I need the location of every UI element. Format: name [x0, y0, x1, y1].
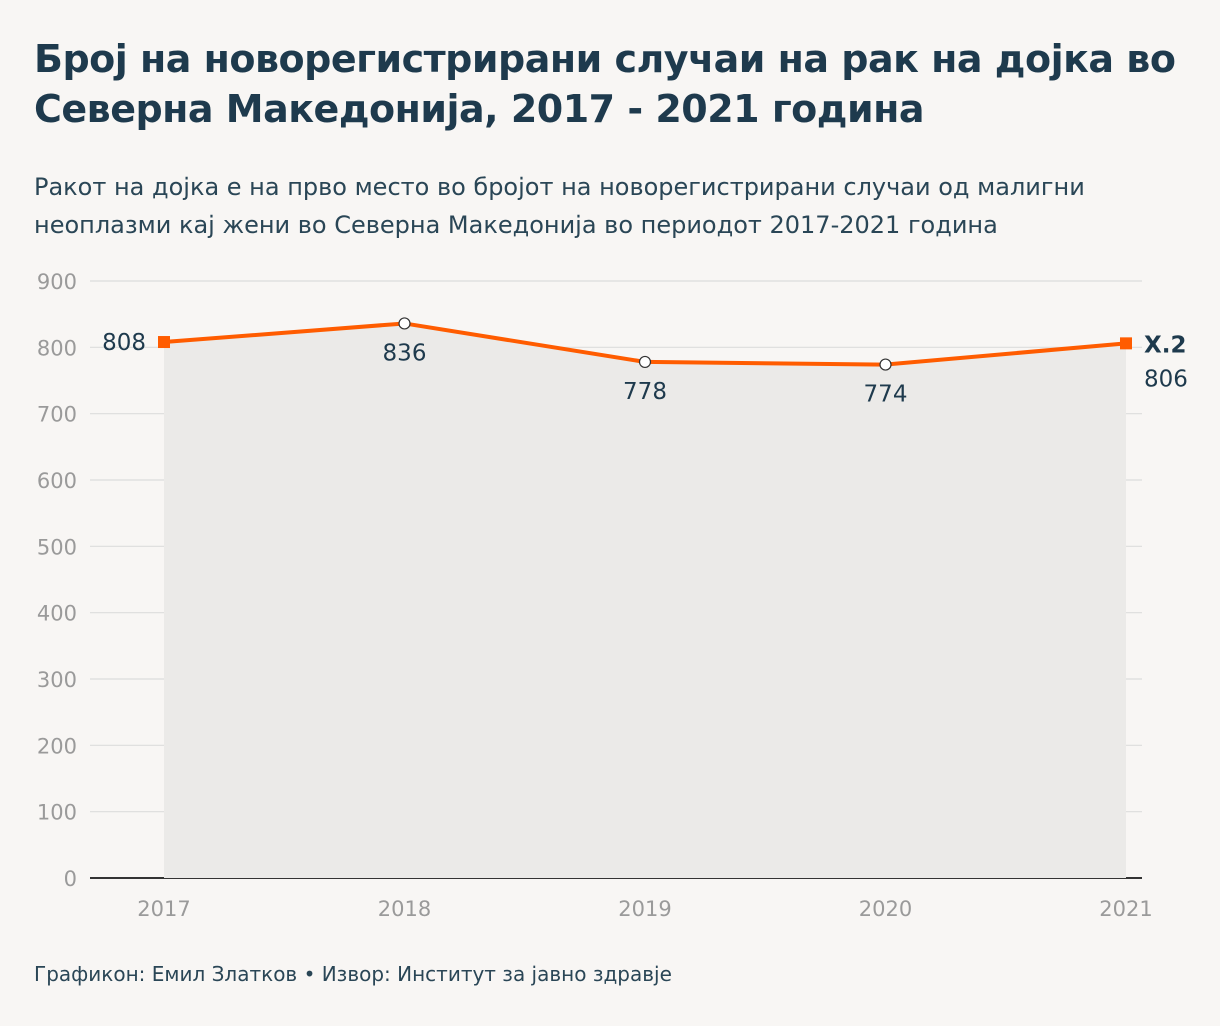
data-point	[879, 358, 892, 371]
data-label: 806	[1144, 366, 1188, 392]
y-tick-label: 400	[37, 602, 77, 626]
data-label: 836	[383, 340, 427, 366]
y-tick-label: 100	[37, 801, 77, 825]
area-fill	[164, 323, 1126, 878]
data-point	[398, 317, 411, 330]
data-labels: 808 836 778 774 806 X.2	[102, 330, 1188, 408]
data-point-end	[1120, 337, 1132, 350]
y-tick-label: 700	[37, 403, 77, 427]
x-tick-label: 2021	[1099, 897, 1152, 921]
y-tick-label: 300	[37, 668, 77, 692]
data-label: 778	[623, 379, 667, 405]
y-tick-label: 800	[37, 336, 77, 360]
y-tick-label: 200	[37, 734, 77, 758]
data-label: 808	[102, 330, 146, 356]
x-tick-label: 2017	[137, 897, 190, 921]
data-points	[158, 317, 1132, 371]
y-tick-label: 500	[37, 535, 77, 559]
data-label: 774	[864, 382, 908, 408]
data-point-end	[158, 336, 170, 349]
area-fill-shape	[164, 323, 1126, 878]
y-tick-label: 600	[37, 469, 77, 493]
chart-footer: Графикон: Емил Златков • Извор: Институт…	[34, 962, 672, 986]
y-axis-ticks: 0 100 200 300 400 500 600 700 800 900	[37, 270, 77, 891]
chart-title: Број на новорегистрирани случаи на рак н…	[34, 37, 1176, 131]
x-tick-label: 2019	[618, 897, 671, 921]
y-tick-label: 0	[64, 867, 77, 891]
series-name-label: X.2	[1144, 332, 1186, 358]
x-tick-label: 2020	[859, 897, 912, 921]
data-point	[638, 355, 652, 369]
x-axis-ticks: 2017 2018 2019 2020 2021	[137, 897, 1152, 921]
x-tick-label: 2018	[378, 897, 431, 921]
chart-subtitle: Ракот на дојка е на прво место во бројот…	[34, 173, 1085, 239]
y-tick-label: 900	[37, 270, 77, 294]
